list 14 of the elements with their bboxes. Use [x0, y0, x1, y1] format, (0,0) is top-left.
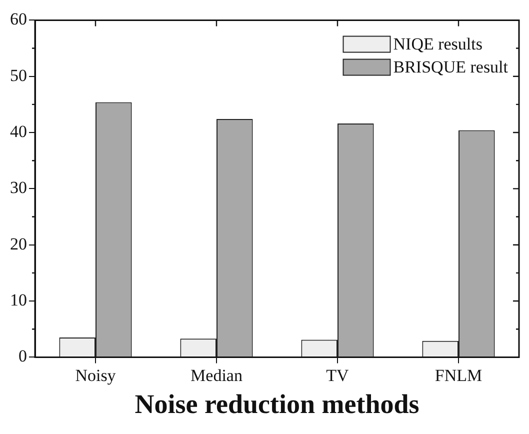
y-tick-label: 30 [10, 178, 27, 198]
x-tick-label: FNLM [434, 366, 482, 385]
y-tick-label: 20 [10, 234, 27, 254]
y-tick-label: 0 [18, 346, 27, 366]
x-tick-label: Median [190, 366, 243, 385]
x-tick-label: TV [326, 366, 350, 385]
legend-label: BRISQUE result [393, 58, 508, 77]
legend-label: NIQE results [393, 34, 482, 54]
x-tick-label: Noisy [75, 366, 116, 385]
y-tick-label: 40 [10, 122, 27, 141]
y-tick-label: 10 [10, 290, 27, 310]
x-axis-title: Noise reduction methods [134, 388, 420, 419]
y-tick-label: 60 [10, 10, 27, 29]
y-tick-label: 50 [10, 66, 27, 85]
